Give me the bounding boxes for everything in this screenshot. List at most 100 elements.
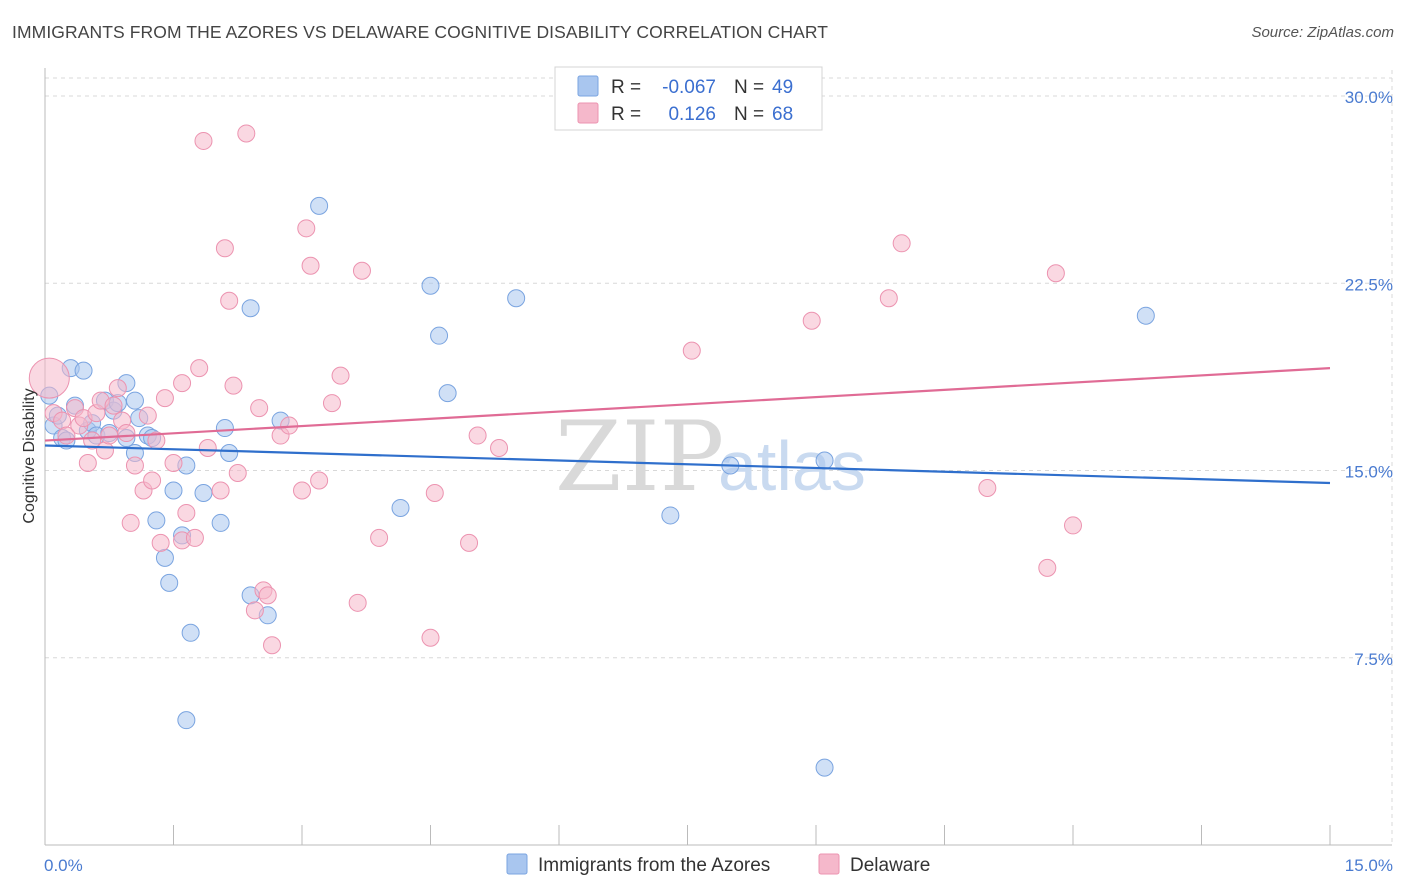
azores-point-30 xyxy=(220,444,239,463)
delaware-point-51 xyxy=(331,366,350,385)
series-delaware-points xyxy=(28,124,1082,655)
series-legend-swatch-azores xyxy=(506,853,528,875)
legend-box xyxy=(554,66,823,131)
azores-point-19 xyxy=(147,511,166,530)
delaware-point-56 xyxy=(425,483,444,502)
delaware-point-33 xyxy=(211,481,230,500)
delaware-point-60 xyxy=(682,341,701,360)
delaware-point-66 xyxy=(1046,264,1065,283)
delaware-point-2 xyxy=(53,411,72,430)
azores-point-35 xyxy=(310,196,329,215)
azores-point-28 xyxy=(211,513,230,532)
delaware-point-28 xyxy=(177,503,196,522)
delaware-point-39 xyxy=(245,601,264,620)
delaware-point-24 xyxy=(155,389,174,408)
delaware-point-50 xyxy=(322,394,341,413)
legend-n-value-delaware: 68 xyxy=(772,104,793,125)
delaware-point-62 xyxy=(879,289,898,308)
delaware-point-63 xyxy=(892,234,911,253)
delaware-point-59 xyxy=(490,439,509,458)
delaware-point-52 xyxy=(348,593,367,612)
delaware-point-43 xyxy=(263,636,282,655)
delaware-point-53 xyxy=(352,261,371,280)
delaware-point-42 xyxy=(258,586,277,605)
delaware-point-21 xyxy=(143,471,162,490)
delaware-point-7 xyxy=(78,454,97,473)
azores-trend-line xyxy=(44,444,1331,485)
y-axis-label: Cognitive Disability xyxy=(21,388,38,523)
delaware-point-11 xyxy=(95,441,114,460)
grid-lines xyxy=(45,70,1393,845)
legend-n-label-delaware: N = xyxy=(734,104,764,125)
y-tick-label-3: 30.0% xyxy=(1345,88,1393,107)
delaware-point-35 xyxy=(220,291,239,310)
delaware-point-40 xyxy=(250,399,269,418)
y-tick-labels: 7.5% 15.0% 22.5% 30.0% xyxy=(1345,88,1393,669)
legend-swatch-azores xyxy=(577,75,599,97)
axes xyxy=(44,68,1392,846)
azores-point-37 xyxy=(421,276,440,295)
delaware-point-58 xyxy=(468,426,487,445)
delaware-point-32 xyxy=(198,439,217,458)
azores-point-39 xyxy=(438,384,457,403)
azores-point-43 xyxy=(815,451,834,470)
series-legend: Immigrants from the Azores Delaware xyxy=(506,853,930,876)
delaware-point-8 xyxy=(83,431,102,450)
delaware-point-47 xyxy=(297,219,316,238)
legend-r-label-azores: R = xyxy=(611,77,641,98)
azores-point-36 xyxy=(391,498,410,517)
delaware-point-64 xyxy=(978,478,997,497)
azores-point-25 xyxy=(177,711,196,730)
azores-point-26 xyxy=(181,623,200,642)
azores-point-21 xyxy=(160,573,179,592)
legend-r-value-delaware: 0.126 xyxy=(668,104,716,125)
delaware-point-61 xyxy=(802,311,821,330)
x-tick-label-1: 15.0% xyxy=(1345,856,1393,875)
delaware-point-27 xyxy=(173,374,192,393)
source-credit: Source: ZipAtlas.com xyxy=(1251,24,1394,41)
azores-point-44 xyxy=(815,758,834,777)
delaware-point-46 xyxy=(293,481,311,500)
watermark-zip: ZIP xyxy=(555,401,724,513)
series-legend-label-delaware: Delaware xyxy=(850,855,930,876)
x-tick-labels: 0.0% 15.0% xyxy=(44,856,1393,875)
azores-point-45 xyxy=(1136,306,1155,325)
delaware-point-31 xyxy=(194,131,213,150)
legend-r-value-azores: -0.067 xyxy=(662,77,716,98)
delaware-point-20 xyxy=(138,406,157,425)
azores-point-32 xyxy=(241,299,260,318)
delaware-point-54 xyxy=(370,528,389,547)
chart-title: IMMIGRANTS FROM THE AZORES VS DELAWARE C… xyxy=(12,22,829,42)
delaware-point-48 xyxy=(301,256,320,275)
trend-lines xyxy=(44,367,1331,485)
delaware-point-29 xyxy=(185,528,204,547)
azores-point-41 xyxy=(661,506,680,525)
delaware-point-57 xyxy=(460,533,479,552)
delaware-point-38 xyxy=(237,124,256,143)
legend-n-label-azores: N = xyxy=(734,77,764,98)
delaware-point-37 xyxy=(228,463,247,482)
x-tick-label-0: 0.0% xyxy=(44,856,83,875)
y-tick-label-0: 7.5% xyxy=(1354,650,1393,669)
delaware-point-55 xyxy=(421,628,440,647)
delaware-trend-line xyxy=(44,367,1331,442)
delaware-point-30 xyxy=(190,359,209,378)
legend-r-label-delaware: R = xyxy=(611,104,641,125)
azores-point-38 xyxy=(430,326,449,345)
delaware-point-34 xyxy=(215,239,234,258)
delaware-point-65 xyxy=(1038,558,1057,577)
series-legend-swatch-delaware xyxy=(818,853,840,875)
azores-point-20 xyxy=(155,548,174,567)
azores-point-27 xyxy=(194,483,213,502)
delaware-point-23 xyxy=(151,533,170,552)
delaware-point-25 xyxy=(164,454,183,473)
legend-swatch-delaware xyxy=(577,102,599,124)
delaware-point-16 xyxy=(117,424,136,443)
legend-n-value-azores: 49 xyxy=(772,77,793,98)
series-legend-label-azores: Immigrants from the Azores xyxy=(538,855,770,876)
delaware-point-17 xyxy=(121,513,140,532)
correlation-legend: R = -0.067 N = 49 R = 0.126 N = 68 xyxy=(554,66,823,131)
delaware-point-18 xyxy=(125,456,144,475)
azores-point-6 xyxy=(74,361,93,380)
